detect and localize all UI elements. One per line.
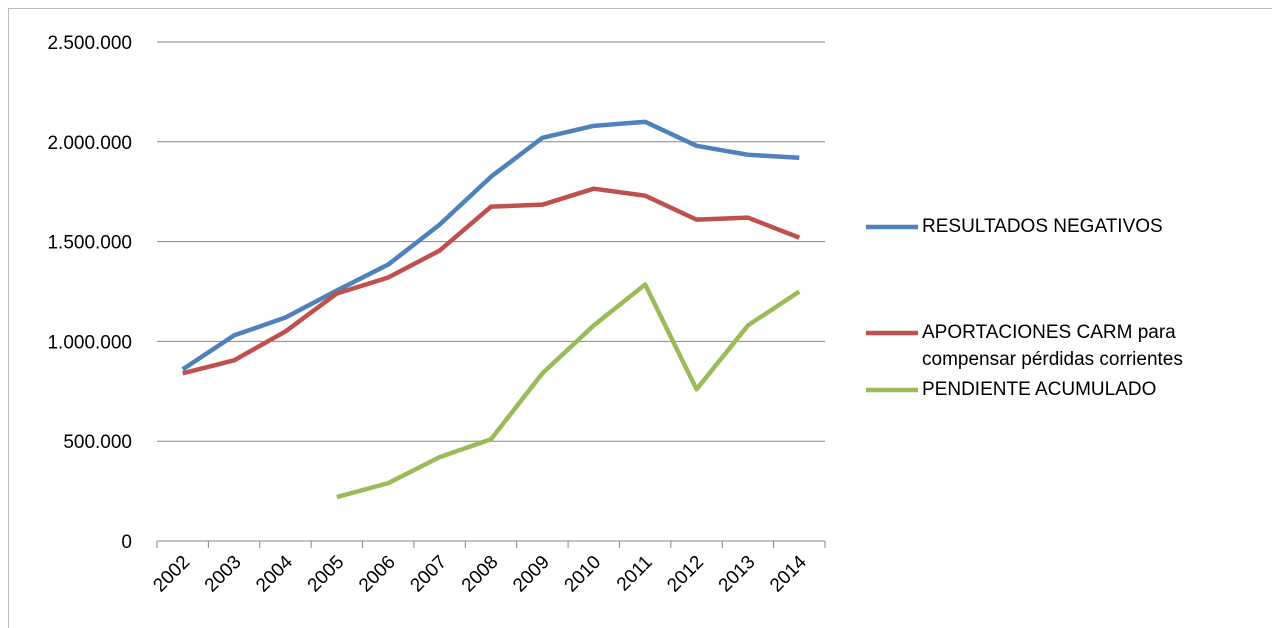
series-line bbox=[336, 282, 801, 500]
y-tick-label: 2.000.000 bbox=[47, 133, 132, 154]
x-tick-label: 2011 bbox=[613, 552, 657, 596]
y-tick-label: 1.000.000 bbox=[47, 332, 132, 353]
x-tick-label: 2006 bbox=[355, 552, 400, 597]
y-tick-label: 0 bbox=[121, 532, 132, 553]
x-tick-label: 2008 bbox=[458, 552, 503, 597]
legend-label: PENDIENTE ACUMULADO bbox=[922, 379, 1157, 400]
x-tick-label: 2014 bbox=[766, 551, 811, 596]
x-tick-label: 2012 bbox=[663, 552, 708, 597]
legend-label: RESULTADOS NEGATIVOS bbox=[922, 216, 1163, 237]
x-tick-label: 2007 bbox=[406, 552, 451, 597]
x-tick-label: 2013 bbox=[715, 552, 760, 597]
x-tick-label: 2004 bbox=[252, 551, 297, 596]
x-tick-label: 2009 bbox=[509, 552, 554, 597]
x-tick-label: 2003 bbox=[201, 552, 246, 597]
y-tick-label: 500.000 bbox=[63, 432, 132, 453]
x-tick-label: 2010 bbox=[561, 552, 606, 597]
y-tick-label: 2.500.000 bbox=[47, 33, 132, 54]
x-tick-label: 2002 bbox=[149, 552, 194, 597]
series-line bbox=[182, 186, 801, 376]
y-tick-label: 1.500.000 bbox=[47, 233, 132, 254]
legend-label: APORTACIONES CARM para compensar pérdida… bbox=[922, 322, 1183, 370]
x-tick-label: 2005 bbox=[304, 552, 349, 597]
series-line bbox=[181, 119, 800, 372]
